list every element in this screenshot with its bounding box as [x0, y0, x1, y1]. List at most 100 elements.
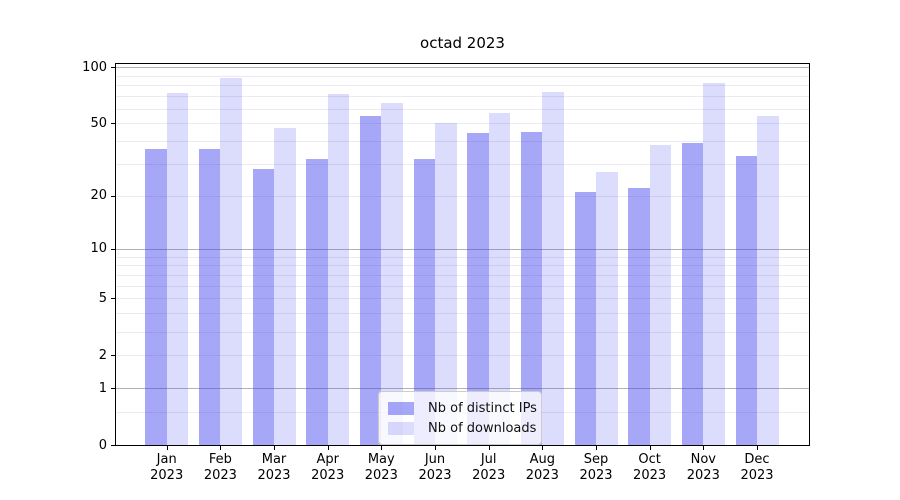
gridline-minor — [116, 256, 809, 258]
legend-swatch — [388, 421, 414, 435]
bar-downloads — [649, 145, 672, 445]
gridline-minor — [116, 331, 809, 333]
y-tick — [111, 195, 115, 197]
gridline-major — [116, 67, 809, 69]
x-tick-label: Aug 2023 — [515, 452, 569, 483]
gridline-major — [116, 388, 809, 390]
gridline-minor — [116, 75, 809, 77]
gridline-minor — [116, 123, 809, 125]
gridline-minor — [116, 298, 809, 300]
y-tick-label: 100 — [82, 59, 107, 75]
x-tick-year: 2023 — [150, 467, 184, 483]
bar-downloads — [381, 103, 403, 445]
bar-downloads — [703, 83, 725, 445]
chart-title: octad 2023 — [420, 34, 505, 52]
y-tick-label: 1 — [98, 380, 107, 396]
gridline-minor — [116, 108, 809, 110]
bar-downloads — [542, 91, 564, 445]
y-tick-label: 10 — [90, 241, 107, 257]
bar-distinct-ips — [681, 143, 704, 445]
legend: Nb of distinct IPs Nb of downloads — [378, 391, 542, 445]
x-tick-year: 2023 — [364, 467, 398, 483]
plot-area: Nb of distinct IPs Nb of downloads — [115, 63, 810, 446]
x-tick-label: Jan 2023 — [140, 452, 194, 483]
x-tick — [703, 446, 705, 450]
x-tick — [220, 446, 222, 450]
bar-distinct-ips — [413, 158, 435, 445]
bar-downloads — [274, 128, 296, 445]
x-tick-label: Jun 2023 — [408, 452, 462, 483]
gridline-minor — [116, 141, 809, 142]
x-tick-label: May 2023 — [354, 452, 408, 483]
legend-row: Nb of downloads — [388, 418, 536, 438]
gridline-minor — [116, 85, 809, 87]
x-tick — [166, 446, 168, 450]
x-tick-year: 2023 — [633, 467, 667, 483]
legend-label: Nb of downloads — [428, 420, 537, 436]
bar-distinct-ips — [359, 115, 382, 445]
y-tick — [111, 123, 115, 125]
x-tick-year: 2023 — [311, 467, 345, 483]
x-tick-year: 2023 — [203, 467, 237, 483]
gridline-minor — [116, 274, 809, 276]
y-tick — [111, 355, 115, 357]
x-tick-label: Jul 2023 — [462, 452, 516, 483]
bar-downloads — [757, 115, 779, 445]
bar-distinct-ips — [735, 156, 757, 445]
x-tick-year: 2023 — [418, 467, 452, 483]
y-tick — [111, 388, 115, 390]
x-tick-label: Apr 2023 — [301, 452, 355, 483]
bar-downloads — [327, 93, 350, 445]
gridline-minor — [116, 195, 809, 197]
x-tick-year: 2023 — [472, 467, 506, 483]
legend-swatch — [388, 401, 414, 415]
gridline-minor — [116, 265, 809, 267]
x-tick — [542, 446, 544, 450]
x-tick-year: 2023 — [525, 467, 559, 483]
x-tick-label: Feb 2023 — [193, 452, 247, 483]
x-tick-year: 2023 — [579, 467, 613, 483]
gridline-minor — [116, 355, 809, 357]
y-tick — [111, 298, 115, 300]
x-tick-year: 2023 — [686, 467, 720, 483]
y-tick — [111, 248, 115, 250]
x-tick — [274, 446, 275, 450]
bar-distinct-ips — [306, 158, 328, 445]
y-tick — [111, 445, 115, 446]
gridline-minor — [116, 313, 809, 315]
x-tick — [435, 446, 436, 450]
bar-distinct-ips — [145, 149, 167, 445]
x-tick-label: Mar 2023 — [247, 452, 301, 483]
y-tick-label: 20 — [90, 188, 107, 204]
bar-downloads — [220, 77, 242, 445]
bar-distinct-ips — [574, 191, 596, 445]
bar-distinct-ips — [628, 188, 650, 445]
x-tick — [327, 446, 329, 450]
bar-downloads — [488, 112, 511, 445]
bar-distinct-ips — [467, 133, 489, 445]
bar-downloads — [596, 172, 618, 445]
gridline-minor — [116, 285, 809, 287]
y-tick-label: 50 — [90, 115, 107, 131]
x-tick — [757, 446, 758, 450]
y-tick — [111, 67, 115, 69]
x-tick-label: Dec 2023 — [730, 452, 784, 483]
x-tick-year: 2023 — [257, 467, 291, 483]
bar-downloads — [166, 92, 189, 445]
x-tick — [488, 446, 490, 450]
bar-distinct-ips — [198, 149, 221, 445]
gridline-minor — [116, 163, 809, 165]
gridline-major — [116, 248, 809, 250]
x-tick — [649, 446, 651, 450]
bar-distinct-ips — [252, 169, 274, 445]
gridline-minor — [116, 96, 809, 97]
y-tick-label: 0 — [98, 437, 107, 453]
legend-row: Nb of distinct IPs — [388, 398, 537, 418]
x-tick — [596, 446, 597, 450]
x-tick-label: Oct 2023 — [623, 452, 677, 483]
x-tick-label: Sep 2023 — [569, 452, 623, 483]
bar-distinct-ips — [520, 131, 543, 445]
x-tick-year: 2023 — [740, 467, 774, 483]
legend-label: Nb of distinct IPs — [428, 400, 537, 416]
